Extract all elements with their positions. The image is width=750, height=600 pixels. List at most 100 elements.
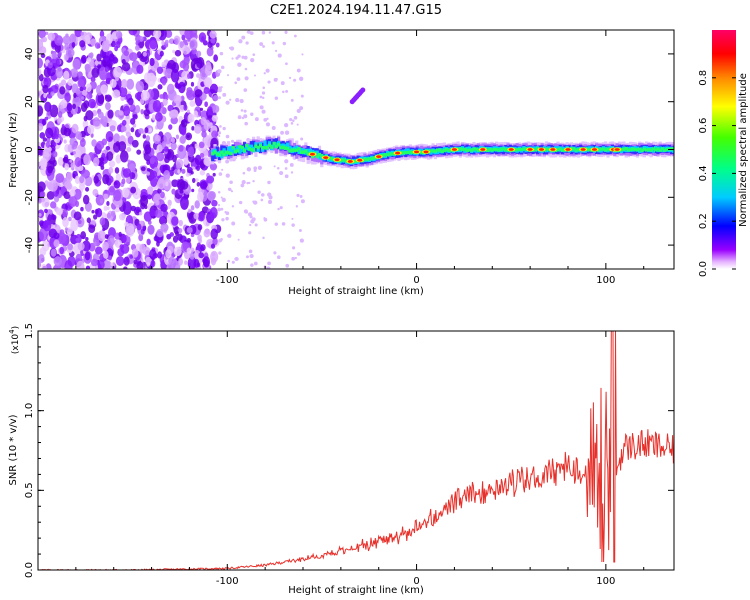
spectrogram-noise-cell	[173, 94, 182, 105]
spectrogram-faint-cell	[248, 249, 253, 254]
spectrogram-faint-cell	[300, 137, 304, 141]
spectrogram-noise-cell	[73, 211, 82, 221]
spectrogram-faint-cell	[271, 126, 276, 131]
spectrogram-noise-cell	[149, 38, 158, 50]
spectrogram-faint-cell	[301, 53, 304, 56]
spectrogram-faint-cell	[263, 72, 266, 75]
spectrogram-ridge-cell	[272, 141, 276, 146]
spectrogram-noise-cell	[93, 241, 97, 247]
spectrogram-faint-cell	[235, 98, 240, 103]
snr-ytick-label: 0.0	[24, 562, 35, 578]
spectrogram-faint-cell	[243, 114, 248, 119]
spectrogram-noise-cell	[177, 179, 186, 191]
spectrogram-noise-cell	[149, 57, 155, 67]
spectrogram-noise-cell	[47, 165, 53, 174]
spectrogram-noise-cell	[183, 104, 188, 111]
spectrogram-ridge-cell	[436, 148, 440, 152]
spectrogram-ridge-cell	[622, 147, 626, 151]
spectrogram-noise-cell	[64, 163, 70, 171]
spectrogram-noise-cell	[74, 157, 82, 167]
spectrogram-noise-cell	[115, 173, 121, 182]
spectrogram-noise-cell	[126, 78, 135, 90]
spectrogram-noise-cell	[180, 196, 189, 210]
spectrogram-noise-cell	[125, 175, 131, 184]
spectrogram-noise-cell	[210, 243, 216, 249]
spectrogram-noise-cell	[82, 86, 87, 90]
spectrogram-faint-cell	[290, 98, 294, 102]
spectrogram-noise-cell	[57, 232, 67, 245]
spectrogram-noise-cell	[38, 181, 46, 192]
spectrogram-ridge-cell	[383, 153, 387, 157]
spectrogram-ridge-cell	[467, 148, 472, 152]
spectrogram-faint-cell	[244, 89, 247, 92]
spectrogram-ridge-cell	[265, 146, 269, 150]
spectrogram-ridge-cell	[370, 157, 374, 161]
spectrogram-noise-cell	[198, 141, 205, 149]
spectrogram-noise-cell	[109, 185, 115, 193]
spectrogram-ridge-cell	[286, 142, 290, 149]
spectrogram-faint-cell	[279, 206, 283, 210]
spectrogram-noise-cell	[41, 118, 47, 126]
spectrogram-noise-cell	[45, 127, 54, 139]
spectrogram-noise-cell	[65, 48, 75, 58]
spectrogram-noise-cell	[101, 40, 110, 53]
spectrogram-ridge-cell	[665, 147, 669, 151]
spectrogram-noise-cell	[104, 66, 110, 73]
spectrogram-faint-cell	[274, 222, 278, 226]
spectrogram-faint-cell	[299, 106, 304, 111]
spectrogram-noise-cell	[72, 173, 76, 178]
spectrogram-noise-cell	[145, 256, 152, 266]
spectrogram-noise-cell	[198, 32, 207, 43]
spectrogram-ridge-cell	[533, 148, 537, 152]
spectrogram-faint-cell	[221, 168, 224, 171]
spectrogram-noise-cell	[140, 109, 144, 115]
spectrogram-noise-cell	[123, 256, 130, 266]
spectrogram-noise-cell	[187, 146, 195, 158]
spectrogram-faint-cell	[254, 223, 258, 227]
spectrogram-noise-cell	[205, 77, 212, 87]
spectrogram-noise-cell	[183, 158, 190, 165]
spectrogram-noise-cell	[127, 97, 134, 106]
spectrogram-noise-cell	[97, 259, 105, 269]
spectrogram-ridge-cell	[220, 145, 224, 154]
spectrogram-faint-cell	[236, 77, 241, 81]
spectrogram-faint-cell	[252, 200, 255, 203]
spectrogram-noise-cell	[84, 251, 91, 261]
spectrogram-noise-cell	[51, 214, 57, 221]
spectrogram-noise-cell	[140, 166, 146, 172]
spectrogram-noise-cell	[112, 89, 121, 99]
spectrogram-noise-cell	[169, 232, 175, 237]
spectrogram-faint-cell	[284, 30, 288, 34]
spectrogram-faint-cell	[273, 251, 277, 255]
spectrogram-noise-cell	[142, 134, 147, 139]
spectrogram-noise-cell	[42, 36, 48, 43]
spectrogram-ridge-cell	[642, 147, 646, 151]
spectrogram-ridge-cell	[261, 145, 265, 150]
spectrogram-peak-core	[334, 158, 340, 162]
spectrogram-noise-cell	[121, 187, 130, 198]
spectrogram-noise-cell	[54, 134, 59, 140]
spectrogram-noise-cell	[92, 188, 99, 197]
spectrogram-ridge-cell	[238, 147, 242, 154]
spectrogram-ridge-cell	[229, 146, 233, 153]
spectrogram-ridge-cell	[390, 152, 394, 156]
spectrogram-faint-cell	[262, 236, 265, 240]
spectrogram-ridge-cell	[601, 147, 606, 151]
spectrogram-peak-core	[357, 158, 363, 162]
spectrogram-noise-cell	[90, 38, 97, 47]
spectrogram-faint-cell	[285, 62, 288, 66]
snr-xtick-label: -100	[216, 576, 239, 587]
spectrogram-noise-cell	[93, 214, 98, 220]
spectrogram-noise-cell	[197, 191, 204, 203]
spectrogram-noise-cell	[172, 49, 176, 54]
spectrogram-faint-cell	[277, 207, 280, 211]
spectrogram-noise-cell	[99, 217, 106, 226]
spectrogram-marks	[38, 30, 674, 269]
spectrogram-faint-cell	[283, 123, 289, 128]
spectrogram-noise-cell	[178, 145, 184, 152]
spectrogram-noise-cell	[103, 61, 108, 68]
spectrogram-noise-cell	[170, 137, 176, 143]
spectrogram-ridge-cell	[311, 154, 315, 159]
spectrogram-noise-cell	[136, 223, 142, 231]
spectrogram-noise-cell	[50, 91, 55, 96]
